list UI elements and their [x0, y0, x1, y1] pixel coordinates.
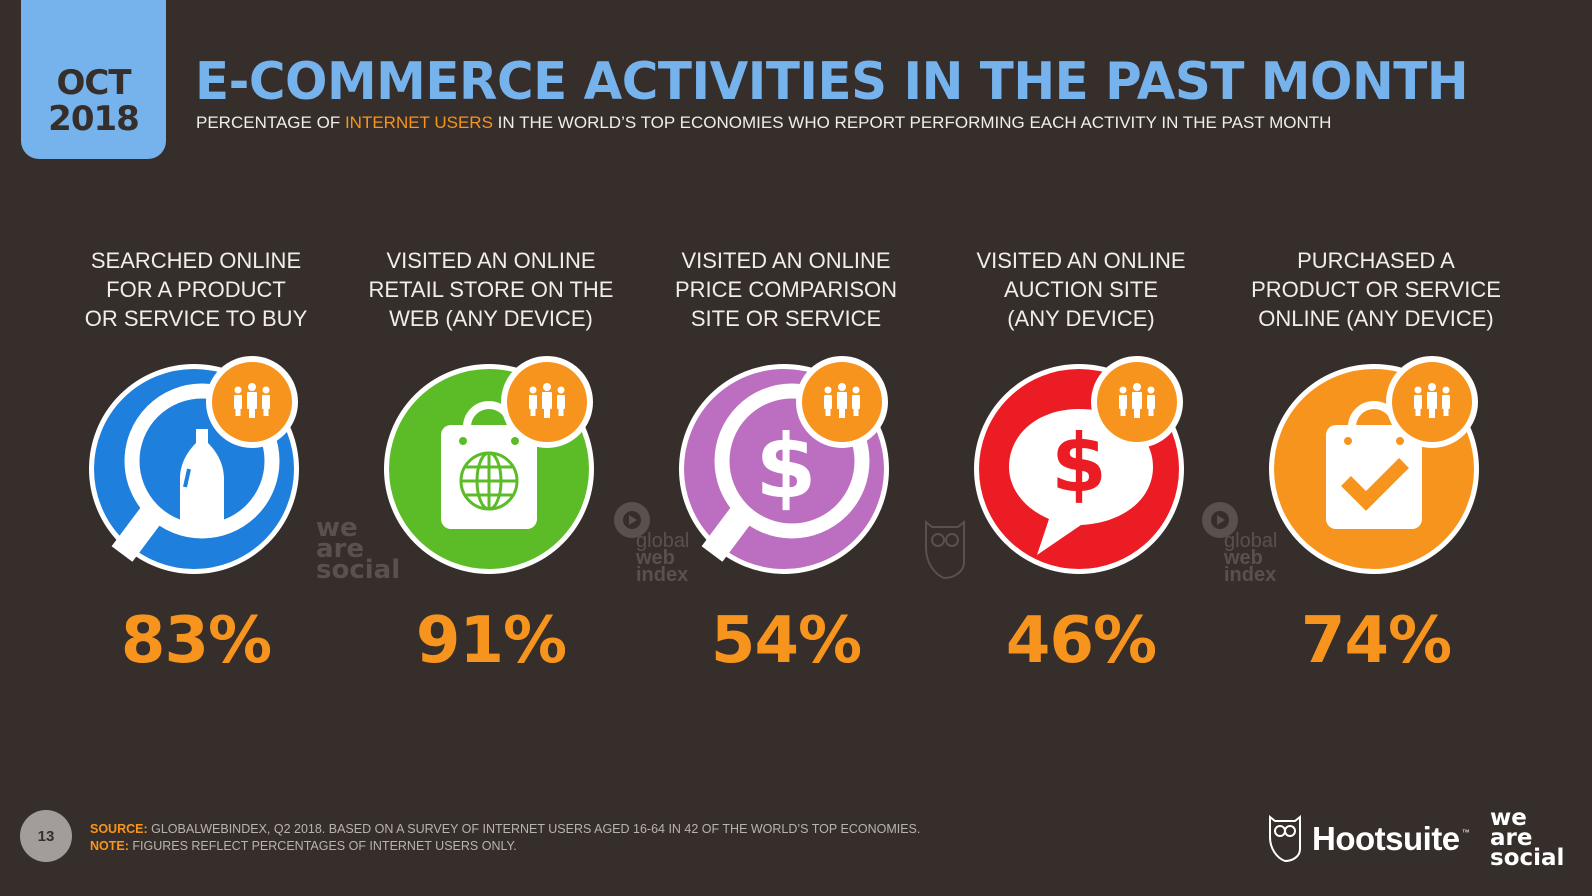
logo-text: are — [1490, 825, 1533, 851]
hootsuite-logo: Hootsuite ™ — [1268, 815, 1470, 863]
page-title: E-COMMERCE ACTIVITIES IN THE PAST MONTH — [195, 52, 1469, 112]
subtitle-text: PERCENTAGE OF — [196, 113, 345, 132]
people-icon — [501, 356, 593, 448]
activity-value: 54% — [710, 604, 862, 678]
subtitle-text-end: IN THE WORLD’S TOP ECONOMIES WHO REPORT … — [492, 113, 1332, 132]
activity-icon — [1261, 354, 1491, 584]
hootsuite-owl-watermark-icon — [924, 519, 966, 586]
activity-visited-retail-store: VISITED AN ONLINE RETAIL STORE ON THE WE… — [341, 246, 641, 678]
global-web-index-watermark: global web index — [636, 530, 690, 586]
activity-icon: $ — [966, 354, 1196, 584]
source-label: SOURCE: — [90, 822, 148, 836]
people-icon — [206, 356, 298, 448]
watermark-text: are — [316, 534, 365, 564]
date-badge: OCT 2018 — [21, 0, 166, 159]
watermark-text: social — [316, 555, 401, 585]
global-web-index-watermark: global web index — [1224, 530, 1278, 586]
activity-label: VISITED AN ONLINE PRICE COMPARISON SITE … — [674, 248, 898, 331]
activity-value: 74% — [1300, 604, 1452, 678]
watermark-text: web — [1224, 547, 1263, 569]
activity-icon: $ — [671, 354, 901, 584]
people-icon — [1091, 356, 1183, 448]
people-icon — [796, 356, 888, 448]
activity-purchased-online: PURCHASED A PRODUCT OR SERVICE ONLINE (A… — [1226, 246, 1526, 678]
we-are-social-watermark: we are social — [316, 513, 401, 585]
people-icon — [1386, 356, 1478, 448]
hootsuite-wordmark: Hootsuite — [1312, 820, 1460, 857]
note-label: NOTE: — [90, 839, 129, 853]
subtitle-highlight: INTERNET USERS — [344, 113, 493, 132]
activity-visited-auction-site: VISITED AN ONLINE AUCTION SITE (ANY DEVI… — [931, 246, 1231, 678]
activity-visited-price-comparison: VISITED AN ONLINE PRICE COMPARISON SITE … — [636, 246, 936, 678]
svg-text:$: $ — [1051, 417, 1107, 510]
activity-label: SEARCHED ONLINE FOR A PRODUCT OR SERVICE… — [84, 248, 308, 331]
watermark-text: global — [636, 530, 690, 552]
activity-icon — [81, 354, 311, 584]
gwi-logo-icon — [612, 500, 652, 546]
watermark-text: index — [1224, 564, 1277, 586]
gwi-logo-icon — [1200, 500, 1240, 546]
we-are-social-logo: we are social — [1490, 805, 1565, 871]
note-line: NOTE: FIGURES REFLECT PERCENTAGES OF INT… — [90, 838, 920, 855]
watermark-text: global — [1224, 530, 1278, 552]
activity-label: VISITED AN ONLINE AUCTION SITE (ANY DEVI… — [976, 248, 1186, 331]
shopping-bag-globe-icon — [384, 364, 594, 574]
logo-text: social — [1490, 845, 1565, 871]
note-text: FIGURES REFLECT PERCENTAGES OF INTERNET … — [128, 839, 517, 853]
activity-searched-online: SEARCHED ONLINE FOR A PRODUCT OR SERVICE… — [46, 246, 346, 678]
date-year: 2018 — [48, 99, 140, 139]
activity-value: 91% — [415, 604, 567, 678]
watermark-text: web — [636, 547, 675, 569]
page-number: 13 — [20, 810, 72, 862]
date-month: OCT — [56, 63, 131, 103]
page-subtitle: PERCENTAGE OF INTERNET USERS IN THE WORL… — [196, 113, 1331, 133]
watermark-text: index — [636, 564, 689, 586]
source-text: GLOBALWEBINDEX, Q2 2018. BASED ON A SURV… — [147, 822, 921, 836]
activity-value: 83% — [120, 604, 272, 678]
footer-notes: SOURCE: GLOBALWEBINDEX, Q2 2018. BASED O… — [90, 821, 920, 855]
activity-label: VISITED AN ONLINE RETAIL STORE ON THE WE… — [368, 248, 614, 331]
activity-value: 46% — [1005, 604, 1157, 678]
trademark: ™ — [1461, 827, 1470, 837]
hootsuite-owl-icon — [1269, 815, 1301, 863]
activity-label: PURCHASED A PRODUCT OR SERVICE ONLINE (A… — [1251, 248, 1501, 331]
source-line: SOURCE: GLOBALWEBINDEX, Q2 2018. BASED O… — [90, 821, 920, 838]
logo-text: we — [1490, 805, 1527, 831]
activity-icon — [376, 354, 606, 584]
watermark-text: we — [316, 513, 358, 543]
